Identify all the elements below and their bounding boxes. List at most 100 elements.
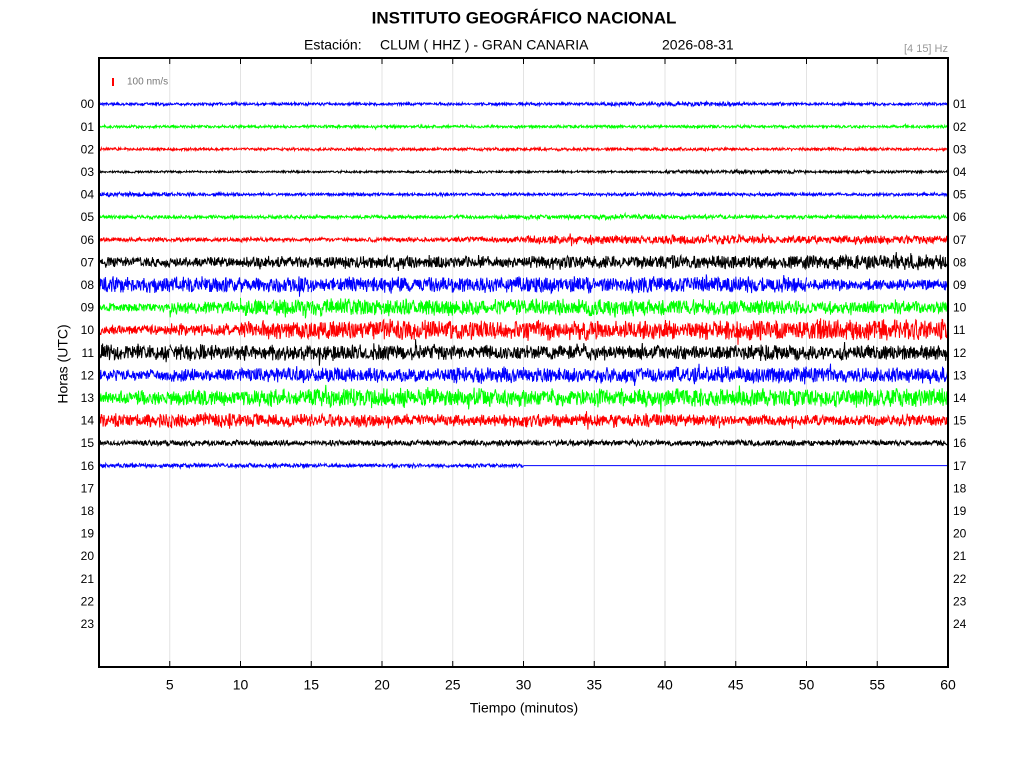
- trace-segment: [98, 213, 171, 221]
- trace-segment: [310, 320, 383, 340]
- trace-segment: [876, 345, 949, 361]
- x-tick-label: 40: [657, 677, 673, 693]
- left-hour-label: 04: [81, 188, 95, 202]
- right-hour-label: 21: [953, 549, 967, 563]
- trace-segment: [523, 123, 595, 130]
- trace-segment: [735, 190, 807, 198]
- x-tick-label: 35: [586, 677, 602, 693]
- right-hour-label: 20: [953, 527, 967, 541]
- trace-segment: [452, 366, 524, 385]
- left-hour-label: 18: [81, 504, 95, 518]
- date: 2026-08-31: [662, 37, 734, 53]
- trace-segment: [310, 367, 383, 383]
- right-hour-label: 15: [953, 414, 967, 428]
- trace-segment: [593, 100, 666, 109]
- left-hour-label: 00: [81, 97, 95, 111]
- right-hour-label: 17: [953, 459, 967, 473]
- trace-segment: [381, 413, 454, 429]
- trace-segment: [240, 276, 312, 297]
- trace-segment: [169, 368, 241, 382]
- trace-segment: [664, 145, 737, 153]
- trace-segment: [169, 412, 241, 429]
- trace-segment: [523, 146, 595, 153]
- left-hour-label: 10: [81, 323, 95, 337]
- x-tick-label: 45: [728, 677, 744, 693]
- trace-segment: [664, 299, 737, 316]
- trace-segment: [806, 278, 878, 292]
- x-tick-label: 55: [869, 677, 885, 693]
- trace-segment: [381, 191, 453, 199]
- x-tick-label: 15: [303, 677, 319, 693]
- trace-segment: [169, 343, 241, 361]
- trace-segment: [876, 101, 949, 108]
- trace-segment: [876, 366, 949, 384]
- left-hour-label: 11: [82, 346, 95, 360]
- trace-segment: [735, 123, 807, 130]
- trace-segment: [240, 297, 312, 319]
- trace-segment: [381, 236, 454, 244]
- trace-segment: [806, 168, 878, 175]
- trace-segment: [98, 343, 171, 363]
- x-tick-label: 20: [374, 677, 390, 693]
- trace-segment: [452, 438, 524, 448]
- trace-segment: [806, 191, 878, 198]
- trace-segment: [735, 233, 807, 245]
- trace-segment: [240, 462, 312, 470]
- trace-segment: [593, 169, 666, 175]
- right-hour-label: 11: [953, 323, 966, 337]
- trace-segment: [240, 320, 312, 341]
- trace-segment: [523, 343, 595, 361]
- left-hour-label: 05: [81, 210, 95, 224]
- trace-segment: [310, 191, 383, 198]
- filter: [4 15] Hz: [904, 43, 948, 55]
- trace-segment: [240, 146, 312, 153]
- trace-segment: [381, 168, 454, 175]
- trace-segment: [452, 235, 524, 244]
- left-hour-label: 01: [81, 120, 95, 134]
- trace-segment: [877, 278, 949, 291]
- trace-segment: [452, 213, 524, 221]
- trace-segment: [735, 299, 807, 315]
- trace-segment: [310, 100, 383, 107]
- trace-segment: [381, 254, 454, 272]
- trace-segment: [806, 438, 878, 447]
- trace-segment: [169, 461, 241, 470]
- right-hour-label: 06: [953, 210, 967, 224]
- trace-segment: [169, 190, 241, 199]
- trace-segment: [381, 462, 454, 470]
- trace-segment: [240, 169, 312, 175]
- trace-segment: [98, 123, 171, 130]
- trace-segment: [240, 190, 312, 198]
- trace-segment: [169, 300, 241, 318]
- trace-segment: [664, 319, 737, 340]
- trace-segment: [98, 236, 171, 244]
- trace-segment: [523, 438, 595, 448]
- y-axis-label: Horas (UTC): [55, 324, 71, 403]
- right-hour-label: 08: [953, 255, 967, 269]
- trace-segment: [98, 169, 170, 175]
- trace-segment: [664, 439, 737, 448]
- trace-segment: [735, 344, 807, 362]
- x-tick-label: 30: [516, 677, 532, 693]
- trace-segment: [876, 439, 949, 448]
- trace-segment: [169, 276, 241, 293]
- trace-segment: [876, 213, 949, 221]
- right-hour-label: 10: [953, 301, 967, 315]
- station-label: Estación:: [304, 37, 362, 53]
- trace-segment: [240, 344, 312, 361]
- trace-segment: [310, 123, 383, 131]
- trace-segment: [876, 413, 949, 427]
- trace-segment: [523, 233, 595, 247]
- trace-segment: [806, 234, 878, 246]
- trace-segment: [593, 146, 666, 153]
- trace-segment: [806, 341, 878, 361]
- trace-segment: [593, 367, 666, 386]
- trace-segment: [452, 320, 524, 340]
- trace-segment: [876, 299, 949, 315]
- scale-bar: [112, 78, 114, 86]
- right-hour-label: 16: [953, 436, 967, 450]
- left-hour-label: 06: [81, 233, 95, 247]
- trace-segment: [876, 387, 949, 407]
- left-hour-label: 13: [81, 391, 95, 405]
